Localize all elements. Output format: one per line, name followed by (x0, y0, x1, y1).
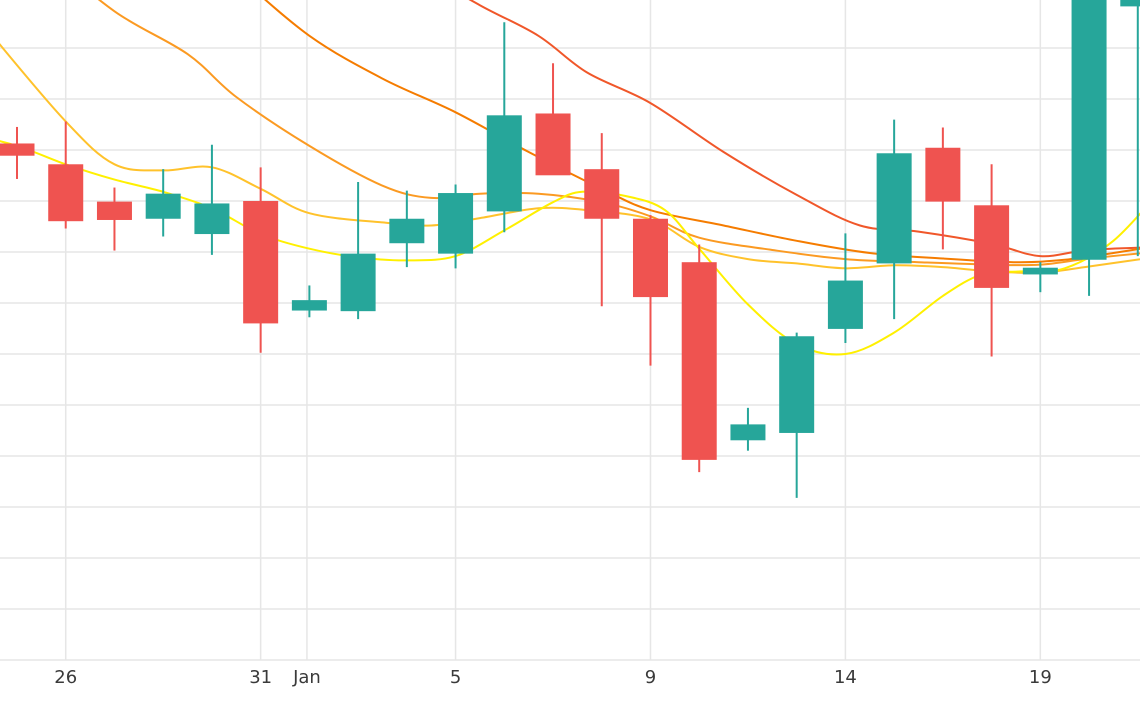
candle (291, 285, 327, 318)
candle-body (0, 143, 35, 156)
x-axis: 26 31 Jan 5 9 14 19 (54, 667, 1052, 688)
candle (632, 215, 668, 366)
candle (340, 182, 376, 320)
candle (194, 144, 230, 255)
candle-body (438, 193, 474, 254)
candle (730, 407, 766, 451)
x-tick-label: 19 (1029, 667, 1052, 688)
candle-body (535, 113, 571, 176)
candle (876, 119, 912, 320)
candle-body (681, 262, 717, 460)
x-tick-label: 5 (450, 667, 461, 688)
candle-body (96, 201, 132, 220)
moving-average-line-1 (468, 0, 1140, 258)
candle (779, 332, 815, 498)
candle (1071, 0, 1107, 296)
candle (1120, 0, 1140, 257)
candle (827, 233, 863, 343)
candle-body (486, 115, 522, 212)
candle-body (925, 147, 961, 202)
candle (96, 187, 132, 251)
x-tick-label: Jan (292, 667, 321, 688)
candle-body (779, 336, 815, 433)
moving-average-lines (0, 0, 1140, 356)
moving-average-line-5 (0, 140, 1140, 356)
candle (1022, 262, 1058, 293)
candle-body (827, 280, 863, 329)
candle-body (876, 153, 912, 264)
candle-body (632, 218, 668, 298)
x-tick-label: 26 (54, 667, 77, 688)
moving-average-line-3 (97, 0, 1140, 267)
candle-body (340, 253, 376, 312)
candle (535, 63, 571, 176)
candle (438, 184, 474, 269)
candle-body (584, 169, 620, 219)
x-tick-label: 31 (249, 667, 272, 688)
candle (48, 121, 84, 229)
x-tick-label: 9 (645, 667, 656, 688)
candle-body (194, 203, 230, 235)
candle (145, 169, 181, 237)
moving-average-line-4 (0, 43, 1140, 274)
candle-body (1120, 0, 1140, 7)
candle-body (145, 193, 181, 219)
x-tick-label: 14 (834, 667, 857, 688)
candle (486, 22, 522, 233)
candle (0, 126, 35, 179)
candle-body (974, 205, 1010, 288)
candle (243, 167, 279, 353)
candle (681, 244, 717, 473)
candle (925, 127, 961, 250)
candle-body (1022, 267, 1058, 275)
candle (389, 190, 425, 268)
candle-body (730, 424, 766, 441)
candle-body (291, 300, 327, 311)
candles (0, 0, 1140, 498)
candle (584, 133, 620, 307)
candle-body (243, 201, 279, 324)
candle-body (48, 164, 84, 222)
grid (0, 0, 1140, 661)
candle-body (389, 218, 425, 244)
candle (974, 164, 1010, 357)
candle-body (1071, 0, 1107, 260)
